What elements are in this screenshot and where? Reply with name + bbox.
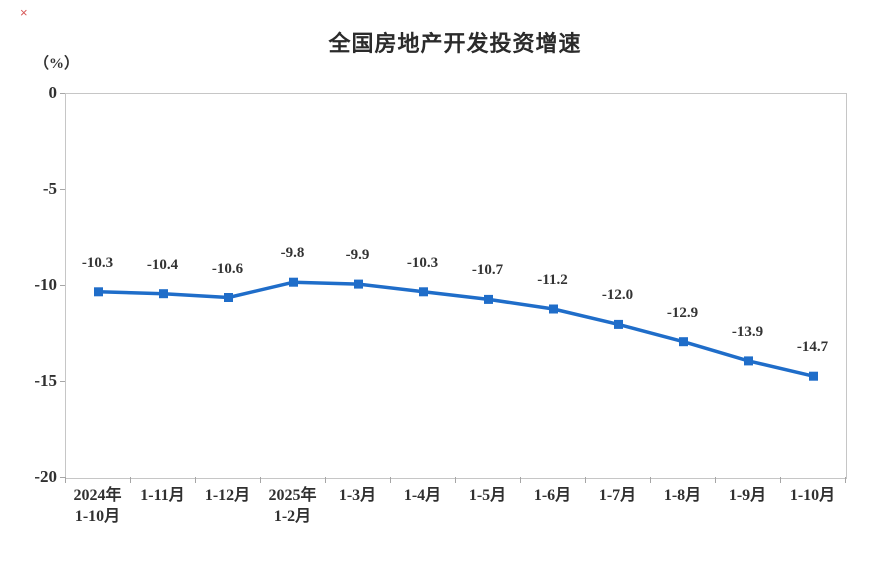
- x-category-label: 1-10月: [789, 487, 836, 504]
- data-point-label: -10.3: [406, 254, 439, 271]
- data-point-marker: [809, 371, 818, 381]
- x-tick-mark: [780, 477, 781, 483]
- y-tick-mark: [60, 477, 65, 478]
- x-category-label: 2025年 1-2月: [268, 487, 317, 525]
- data-point-marker: [159, 289, 168, 299]
- x-tick-mark: [260, 477, 261, 483]
- x-category-label: 1-7月: [598, 487, 637, 504]
- chart-title: 全国房地产开发投资增速: [328, 31, 582, 56]
- data-point-label: -14.7: [796, 339, 829, 356]
- data-point-label: -10.7: [471, 262, 504, 279]
- data-point-marker: [224, 293, 233, 302]
- line-series-svg: [94, 277, 818, 381]
- data-point-marker: [354, 279, 363, 289]
- x-tick-mark: [650, 477, 651, 483]
- data-point-marker: [614, 319, 623, 329]
- data-point-marker: [744, 356, 753, 366]
- data-point-marker: [679, 337, 688, 347]
- y-tick-label: -5: [42, 179, 57, 198]
- data-point-label: -10.6: [211, 260, 244, 277]
- data-point-label: -11.2: [537, 272, 568, 289]
- data-point-label: -10.3: [81, 254, 114, 271]
- x-tick-mark: [390, 477, 391, 483]
- y-tick-mark: [60, 285, 65, 286]
- data-point-label: -12.0: [601, 287, 634, 304]
- y-tick-mark: [60, 93, 65, 94]
- x-tick-mark: [195, 477, 196, 483]
- x-tick-mark: [325, 477, 326, 483]
- x-tick-mark: [585, 477, 586, 483]
- data-point-marker: [419, 287, 428, 297]
- x-category-label: 2024年 1-10月: [73, 487, 122, 525]
- x-tick-mark: [520, 477, 521, 483]
- plot-area: [65, 93, 847, 479]
- y-tick-label: -20: [34, 467, 57, 486]
- data-point-marker: [549, 304, 558, 314]
- data-point-marker: [94, 287, 103, 297]
- data-point-label: -9.9: [345, 247, 370, 264]
- x-category-label: 1-12月: [204, 487, 251, 504]
- x-category-label: 1-4月: [403, 487, 442, 504]
- x-category-label: 1-8月: [663, 487, 702, 504]
- y-tick-label: -10: [34, 275, 57, 294]
- x-tick-mark: [715, 477, 716, 483]
- data-point-label: -10.4: [146, 256, 179, 273]
- x-category-label: 1-3月: [338, 487, 377, 504]
- x-category-label: 1-9月: [728, 487, 767, 504]
- x-category-label: 1-5月: [468, 487, 507, 504]
- y-axis-unit-label: （%）: [34, 56, 80, 72]
- data-point-label: -9.8: [280, 245, 305, 262]
- x-tick-mark: [455, 477, 456, 483]
- y-tick-mark: [60, 381, 65, 382]
- x-category-label: 1-11月: [140, 487, 185, 504]
- broken-image-icon: ×: [20, 5, 28, 20]
- series-line: [98, 280, 814, 378]
- data-point-marker: [484, 294, 493, 304]
- data-point-marker: [289, 277, 298, 287]
- y-tick-label: -15: [34, 371, 57, 390]
- x-tick-mark: [130, 477, 131, 483]
- x-tick-mark: [845, 477, 846, 483]
- y-tick-label: 0: [48, 83, 58, 102]
- data-point-label: -13.9: [731, 323, 764, 340]
- y-tick-mark: [60, 189, 65, 190]
- data-point-label: -12.9: [666, 304, 699, 321]
- x-tick-mark: [65, 477, 66, 483]
- x-category-label: 1-6月: [533, 487, 572, 504]
